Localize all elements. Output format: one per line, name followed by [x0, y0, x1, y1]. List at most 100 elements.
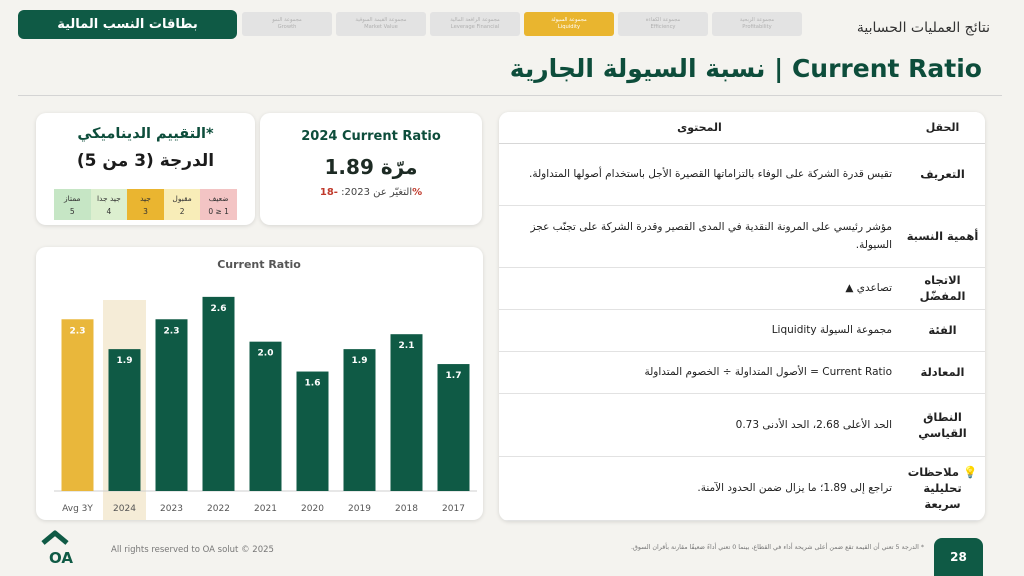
current-ratio-card: 2024 Current Ratio 1.89 مرّة التغيّر عن … [260, 113, 482, 225]
tick-label: 2017 [442, 504, 465, 514]
tab-label-en: Liquidity [557, 24, 581, 30]
dynamic-rating-card: التقييم الديناميكي* الدرجة (3 من 5) ممتا… [36, 113, 255, 225]
scale-label: جيد [140, 193, 151, 203]
scale-label: ممتاز [64, 193, 81, 203]
content-cell: Current Ratio = الأصول المتداولة ÷ الخصو… [499, 351, 900, 394]
info-table-card: الحقل المحتوى التعريف تقيس قدرة الشركة عل… [499, 112, 985, 521]
tab-label-ar: مجموعة النمو [272, 17, 302, 23]
tick-label: 2021 [254, 504, 277, 514]
info-table: الحقل المحتوى التعريف تقيس قدرة الشركة عل… [499, 112, 985, 521]
tab-label-en: Growth [277, 24, 297, 30]
table-row: التعريف تقيس قدرة الشركة على الوفاء بالتز… [499, 143, 985, 206]
data-label: 2.0 [258, 349, 274, 359]
copyright: All rights reserved to OA solut © 2025 [111, 545, 274, 555]
bar [296, 371, 329, 491]
bar [249, 341, 282, 491]
page-number: 28 [934, 538, 983, 576]
scale-value: 0 ≥ 1 [208, 206, 229, 216]
tab-growth[interactable]: مجموعة النمو Growth [242, 12, 332, 36]
header-content: المحتوى [499, 112, 900, 144]
field-cell: التعريف [900, 143, 985, 206]
field-cell: 💡 ملاحظات تحليلية سريعة [900, 456, 985, 521]
change-value: -18% [319, 187, 423, 198]
scale-cell: جيد جدا 4 [90, 189, 128, 220]
data-label: 2.3 [70, 326, 86, 336]
data-label: 2.1 [399, 341, 415, 351]
tab-label-ar: مجموعة السيولة [551, 17, 587, 23]
scale-label: ضعيف [208, 193, 229, 203]
chart-card: Current Ratio 2.3 Avg 3Y 1.9 2024 2.3 2023 2.6 2… [36, 247, 483, 520]
scale-value: 5 [69, 206, 75, 216]
footnote: * الدرجة 5 تعني أن القيمة تقع ضمن أعلى ش… [631, 544, 924, 551]
oa-logo: OA [41, 530, 73, 565]
change-label: التغيّر عن 2023: [337, 187, 413, 198]
title-divider [18, 95, 1002, 96]
scale-value: 4 [106, 206, 112, 216]
field-cell: الاتجاه المفضّل [900, 267, 985, 310]
page-title: نسبة السيولة الجارية | Current Ratio [509, 54, 982, 83]
content-cell: تصاعدي ▲ [499, 267, 900, 310]
tab-efficiency[interactable]: مجموعة الكفاءة Efficiency [618, 12, 708, 36]
table-row: أهمية النسبة مؤشر رئيسي على المرونة النقد… [499, 205, 985, 268]
logo-text: OA [49, 549, 73, 565]
table-row: النطاق القياسي الحد الأعلى 2.68، الحد الأ… [499, 393, 985, 457]
table-row: 💡 ملاحظات تحليلية سريعة تراجع إلى 1.89؛ م… [499, 456, 985, 521]
scale-label: مقبول [172, 193, 192, 203]
data-label: 2.3 [164, 326, 180, 336]
tab-profitability[interactable]: مجموعة الربحية Profitability [712, 12, 802, 36]
scale-value: 2 [179, 206, 185, 216]
data-label: 1.6 [305, 379, 321, 389]
bar [108, 349, 141, 491]
tab-label-ar: مجموعة الرافعة المالية [450, 17, 500, 23]
top-bar: بطاقات النسب المالية مجموعة النمو Growth م… [18, 10, 810, 40]
data-label: 1.7 [446, 371, 462, 381]
scale-cell: جيد 3 [127, 189, 164, 220]
content-cell: مؤشر رئيسي على المرونة النقدية في المدى … [499, 205, 900, 268]
field-cell: أهمية النسبة [900, 205, 985, 268]
tick-label: 2023 [160, 504, 183, 514]
rating-title: التقييم الديناميكي* [77, 126, 214, 142]
tab-label-en: Leverage Financial [450, 24, 500, 30]
tick-label: 2018 [395, 504, 418, 514]
bar-chart: Current Ratio 2.3 Avg 3Y 1.9 2024 2.3 2023 2.6 2… [54, 258, 477, 520]
tab-label-ar: مجموعة الكفاءة [645, 17, 681, 23]
bar [437, 364, 470, 491]
bar [390, 334, 423, 491]
content-cell: تراجع إلى 1.89؛ ما يزال ضمن الحدود الآمن… [499, 456, 900, 521]
tick-label: 2024 [113, 504, 136, 514]
current-ratio-value: 1.89 مرّة [324, 155, 418, 179]
rating-grade: الدرجة (3 من 5) [76, 151, 215, 171]
ratio-cards-button[interactable]: بطاقات النسب المالية [18, 10, 237, 39]
scale-label: جيد جدا [96, 193, 121, 203]
tab-label-en: Efficiency [650, 24, 676, 30]
tab-liquidity[interactable]: مجموعة السيولة Liquidity [524, 12, 614, 36]
data-label: 1.9 [117, 356, 133, 366]
rating-scale: ممتاز 5 جيد جدا 4 جيد 3 مقبول 2 ضعيف 0 ≥ 1 [54, 189, 237, 220]
tick-label: 2020 [301, 504, 324, 514]
table-row: الفئة مجموعة السيولة Liquidity [499, 309, 985, 352]
field-cell: الفئة [900, 309, 985, 352]
section-title: نتائج العمليات الحسابية [856, 20, 990, 36]
tick-label: 2019 [348, 504, 371, 514]
header-field: الحقل [900, 112, 985, 144]
tab-market-value[interactable]: مجموعة القيمة السوقية Market Value [336, 12, 426, 36]
content-cell: تقيس قدرة الشركة على الوفاء بالتزاماتها … [499, 143, 900, 206]
bar [202, 296, 235, 491]
scale-cell: مقبول 2 [163, 189, 201, 220]
table-row: الاتجاه المفضّل تصاعدي ▲ [499, 267, 985, 310]
content-cell: الحد الأعلى 2.68، الحد الأدنى 0.73 [499, 393, 900, 457]
tab-leverage-financial[interactable]: مجموعة الرافعة المالية Leverage Financial [430, 12, 520, 36]
data-label: 2.6 [211, 304, 227, 314]
bar [343, 349, 376, 491]
tick-label: Avg 3Y [62, 504, 93, 514]
tab-label-en: Profitability [742, 24, 772, 30]
change-text: التغيّر عن 2023: -18% [260, 187, 482, 198]
group-tabs: مجموعة النمو Growth مجموعة القيمة السوقية M… [242, 12, 802, 36]
scale-cell: ممتاز 5 [54, 189, 91, 220]
scale-cell: ضعيف 0 ≥ 1 [200, 189, 237, 220]
tick-label: 2022 [207, 504, 230, 514]
tab-label-en: Market Value [364, 24, 398, 30]
current-ratio-title: 2024 Current Ratio [301, 129, 441, 144]
content-cell: مجموعة السيولة Liquidity [499, 309, 900, 352]
table-row: المعادلة Current Ratio = الأصول المتداولة… [499, 351, 985, 394]
